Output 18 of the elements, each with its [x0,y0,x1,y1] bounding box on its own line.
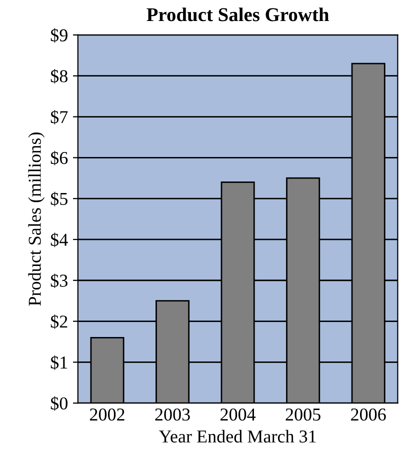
y-tick-label: $2 [50,314,68,329]
y-tick-label: $0 [50,396,68,411]
y-tick-label: $7 [50,110,68,124]
x-tick-label: 2004 [220,408,256,421]
y-tick-label: $4 [50,232,68,248]
y-tick-label: $6 [50,150,68,166]
y-axis-title: Product Sales (millions) [28,132,45,306]
x-tick-label: 2002 [90,408,124,421]
y-tick-label: $9 [50,28,68,43]
x-tick-label: 2005 [286,408,320,421]
y-tick-label: $5 [50,192,68,206]
y-tick-label: $1 [50,355,68,370]
y-tick-label: $3 [50,274,68,288]
x-axis-title: Year Ended March 31 [158,430,316,443]
y-tick-label: $8 [50,69,68,84]
x-tick-label: 2006 [351,408,386,421]
chart-title: Product Sales Growth [146,8,329,22]
x-tick-label: 2003 [155,408,190,421]
